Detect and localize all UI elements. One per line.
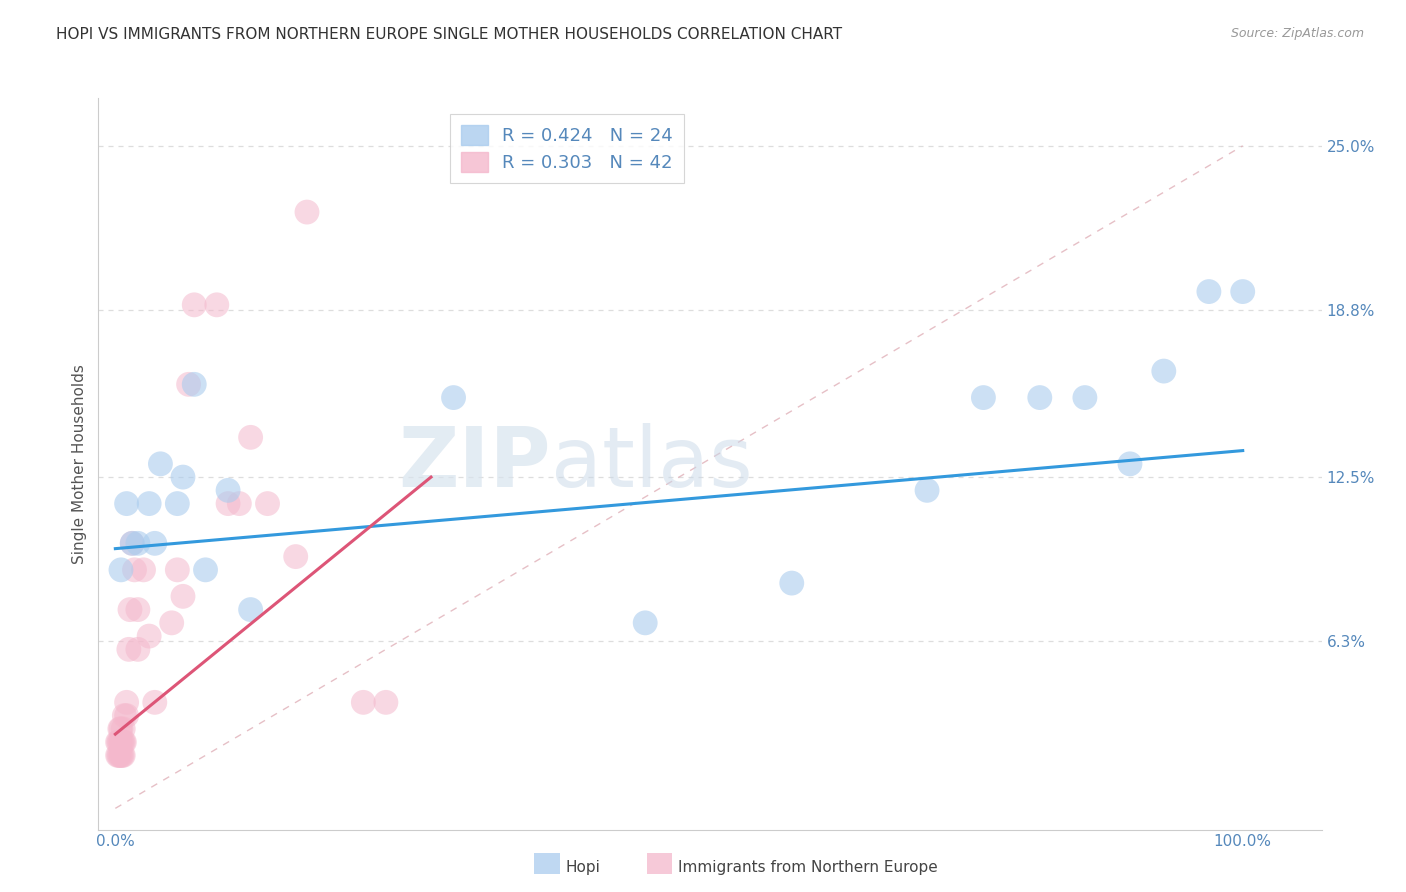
- Text: Immigrants from Northern Europe: Immigrants from Northern Europe: [678, 861, 938, 875]
- Point: [115, 497, 138, 511]
- Point: [112, 708, 135, 723]
- Point: [1232, 285, 1254, 299]
- Point: [107, 748, 129, 763]
- Point: [118, 642, 141, 657]
- Point: [217, 483, 239, 498]
- Point: [374, 695, 396, 709]
- Point: [110, 722, 132, 736]
- Text: HOPI VS IMMIGRANTS FROM NORTHERN EUROPE SINGLE MOTHER HOUSEHOLDS CORRELATION CHA: HOPI VS IMMIGRANTS FROM NORTHERN EUROPE …: [56, 27, 842, 42]
- Point: [115, 695, 138, 709]
- Point: [172, 470, 194, 484]
- Point: [149, 457, 172, 471]
- Point: [166, 497, 188, 511]
- Point: [780, 576, 803, 591]
- Point: [972, 391, 994, 405]
- Point: [112, 735, 135, 749]
- Point: [160, 615, 183, 630]
- Point: [108, 748, 131, 763]
- Point: [110, 748, 132, 763]
- Point: [108, 722, 131, 736]
- Point: [256, 497, 278, 511]
- Point: [443, 391, 465, 405]
- Legend: R = 0.424   N = 24, R = 0.303   N = 42: R = 0.424 N = 24, R = 0.303 N = 42: [450, 114, 683, 183]
- Point: [107, 748, 129, 763]
- Point: [194, 563, 217, 577]
- Point: [634, 615, 657, 630]
- Point: [138, 497, 160, 511]
- Point: [111, 735, 134, 749]
- Point: [166, 563, 188, 577]
- Point: [110, 563, 132, 577]
- Point: [143, 536, 166, 550]
- Point: [108, 735, 131, 749]
- Y-axis label: Single Mother Households: Single Mother Households: [72, 364, 87, 564]
- Point: [107, 735, 129, 749]
- Point: [205, 298, 228, 312]
- Point: [1074, 391, 1097, 405]
- Point: [177, 377, 200, 392]
- Point: [284, 549, 307, 564]
- Text: ZIP: ZIP: [398, 424, 551, 504]
- Text: atlas: atlas: [551, 424, 752, 504]
- Point: [915, 483, 938, 498]
- Point: [121, 536, 143, 550]
- Point: [127, 602, 149, 616]
- Point: [1198, 285, 1220, 299]
- Point: [239, 430, 262, 444]
- Point: [1029, 391, 1052, 405]
- Point: [239, 602, 262, 616]
- Point: [112, 722, 135, 736]
- Point: [183, 298, 205, 312]
- Point: [228, 497, 250, 511]
- Point: [217, 497, 239, 511]
- Point: [111, 748, 134, 763]
- Point: [112, 735, 135, 749]
- Point: [121, 536, 143, 550]
- Point: [127, 642, 149, 657]
- Text: Source: ZipAtlas.com: Source: ZipAtlas.com: [1230, 27, 1364, 40]
- Point: [124, 563, 146, 577]
- Point: [115, 708, 138, 723]
- Point: [127, 536, 149, 550]
- Point: [143, 695, 166, 709]
- Point: [1119, 457, 1142, 471]
- Point: [295, 205, 318, 219]
- Point: [172, 590, 194, 604]
- Point: [110, 735, 132, 749]
- Point: [183, 377, 205, 392]
- Point: [1153, 364, 1175, 378]
- Point: [112, 748, 135, 763]
- Point: [132, 563, 155, 577]
- Text: Hopi: Hopi: [565, 861, 600, 875]
- Point: [138, 629, 160, 643]
- Point: [352, 695, 374, 709]
- Point: [107, 735, 129, 749]
- Point: [118, 602, 141, 616]
